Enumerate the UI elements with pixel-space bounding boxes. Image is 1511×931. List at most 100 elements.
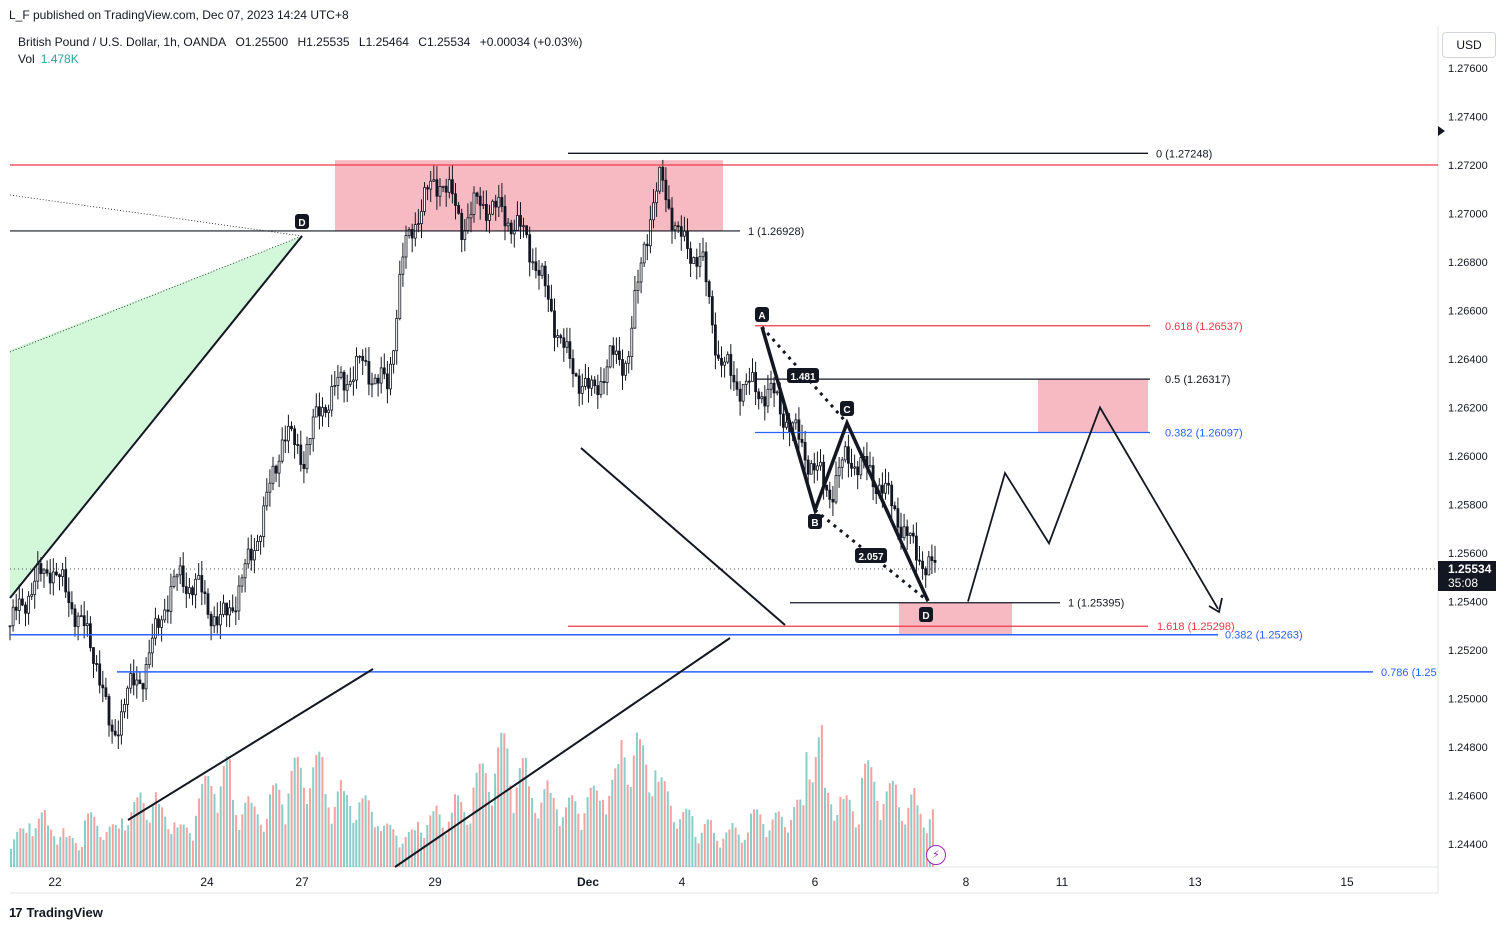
y-tick-label: 1.26200 bbox=[1448, 403, 1488, 415]
volume-bar bbox=[466, 824, 469, 867]
volume-bar bbox=[395, 835, 398, 867]
candle-body bbox=[850, 462, 853, 469]
candle-body bbox=[556, 335, 559, 338]
y-tick-label: 1.27200 bbox=[1448, 160, 1488, 172]
volume-bar bbox=[293, 757, 296, 867]
lightning-icon[interactable]: ⚡ bbox=[926, 845, 946, 865]
ratio-text: 2.057 bbox=[858, 552, 883, 563]
volume-bar bbox=[34, 828, 37, 867]
candle-body bbox=[410, 229, 414, 239]
volume-bar bbox=[481, 763, 484, 867]
volume-bar bbox=[145, 819, 148, 867]
y-tick-label: 1.26000 bbox=[1448, 451, 1488, 463]
volume-bar bbox=[355, 819, 358, 867]
volume-bar bbox=[105, 832, 108, 867]
volume-bar bbox=[68, 835, 71, 867]
candle-body bbox=[246, 548, 250, 565]
candle-body bbox=[809, 463, 813, 475]
volume-bar bbox=[25, 832, 28, 867]
volume-bar bbox=[93, 816, 96, 867]
volume-bar bbox=[281, 804, 284, 867]
volume-bar bbox=[167, 829, 170, 867]
candle-body bbox=[531, 261, 535, 264]
candle-body bbox=[98, 663, 102, 686]
footer-brand[interactable]: 17 TradingView bbox=[9, 905, 103, 920]
scroll-right-icon[interactable] bbox=[1438, 126, 1445, 136]
volume-bar bbox=[648, 792, 651, 867]
pattern-point-c: C bbox=[840, 401, 854, 416]
volume-bar bbox=[805, 752, 808, 867]
candle-body bbox=[460, 212, 464, 241]
volume-bar bbox=[645, 764, 648, 867]
candle-body bbox=[120, 711, 123, 736]
volume-bar bbox=[796, 799, 799, 867]
candle-body bbox=[488, 213, 491, 221]
candle-body bbox=[596, 385, 600, 396]
fib-level-label: 1 (1.26928) bbox=[748, 226, 804, 238]
volume-bar bbox=[774, 812, 777, 867]
candle-body bbox=[370, 383, 374, 386]
candle-body bbox=[302, 463, 306, 469]
candle-body bbox=[732, 374, 736, 383]
candle-body bbox=[800, 438, 804, 443]
volume-bar bbox=[879, 819, 882, 867]
volume-bar bbox=[475, 772, 478, 867]
volume-bar bbox=[623, 757, 626, 867]
candle-body bbox=[704, 251, 708, 283]
candle-body bbox=[364, 360, 368, 363]
candle-body bbox=[160, 619, 164, 628]
volume-bar bbox=[127, 825, 130, 867]
ratio-text: 1.481 bbox=[790, 372, 815, 383]
volume-bar bbox=[321, 757, 324, 867]
volume-label[interactable]: Vol bbox=[18, 52, 35, 66]
candle-body bbox=[463, 230, 467, 241]
candle-body bbox=[611, 345, 615, 355]
ratio-label: 2.057 bbox=[855, 548, 887, 563]
volume-bar bbox=[469, 823, 472, 867]
candle-body bbox=[819, 461, 822, 467]
candle-body bbox=[311, 416, 315, 439]
candle-body bbox=[435, 179, 439, 197]
volume-bar bbox=[700, 832, 703, 867]
candle-body bbox=[537, 270, 541, 276]
candle-body bbox=[744, 380, 748, 385]
volume-bar bbox=[349, 806, 352, 867]
candle-body bbox=[506, 222, 510, 227]
volume-bar bbox=[743, 839, 746, 867]
volume-bar bbox=[447, 821, 450, 867]
candle-body bbox=[76, 615, 80, 627]
candle-body bbox=[64, 569, 68, 593]
volume-bar bbox=[719, 847, 722, 867]
volume-bar bbox=[324, 794, 327, 867]
volume-bar bbox=[626, 784, 629, 867]
volume-bar bbox=[256, 814, 259, 867]
prz-zone bbox=[899, 602, 1012, 635]
candle-body bbox=[274, 465, 278, 474]
bar-countdown: 35:08 bbox=[1448, 576, 1479, 590]
volume-bar bbox=[660, 777, 663, 867]
volume-bar bbox=[904, 824, 907, 867]
volume-bar bbox=[518, 768, 521, 867]
volume-bar bbox=[204, 775, 207, 867]
candle-body bbox=[491, 200, 495, 215]
volume-bar bbox=[296, 756, 299, 867]
left-pattern-point-d: D bbox=[295, 214, 309, 229]
currency-button[interactable]: USD bbox=[1442, 32, 1496, 58]
candle-body bbox=[432, 179, 436, 182]
symbol-name[interactable]: British Pound / U.S. Dollar, 1h, OANDA bbox=[18, 35, 227, 49]
volume-bar bbox=[540, 802, 543, 867]
candle-body bbox=[905, 526, 909, 536]
candle-body bbox=[847, 446, 850, 464]
volume-bar bbox=[861, 777, 863, 867]
candle-body bbox=[816, 465, 819, 471]
candle-body bbox=[497, 197, 501, 208]
volume-bar bbox=[768, 830, 771, 867]
volume-bar bbox=[191, 840, 194, 867]
volume-bar bbox=[577, 813, 580, 867]
candle-body bbox=[8, 625, 12, 628]
volume-bar bbox=[589, 787, 592, 867]
candle-body bbox=[834, 475, 838, 503]
candle-body bbox=[475, 192, 479, 197]
candle-body bbox=[20, 598, 24, 606]
